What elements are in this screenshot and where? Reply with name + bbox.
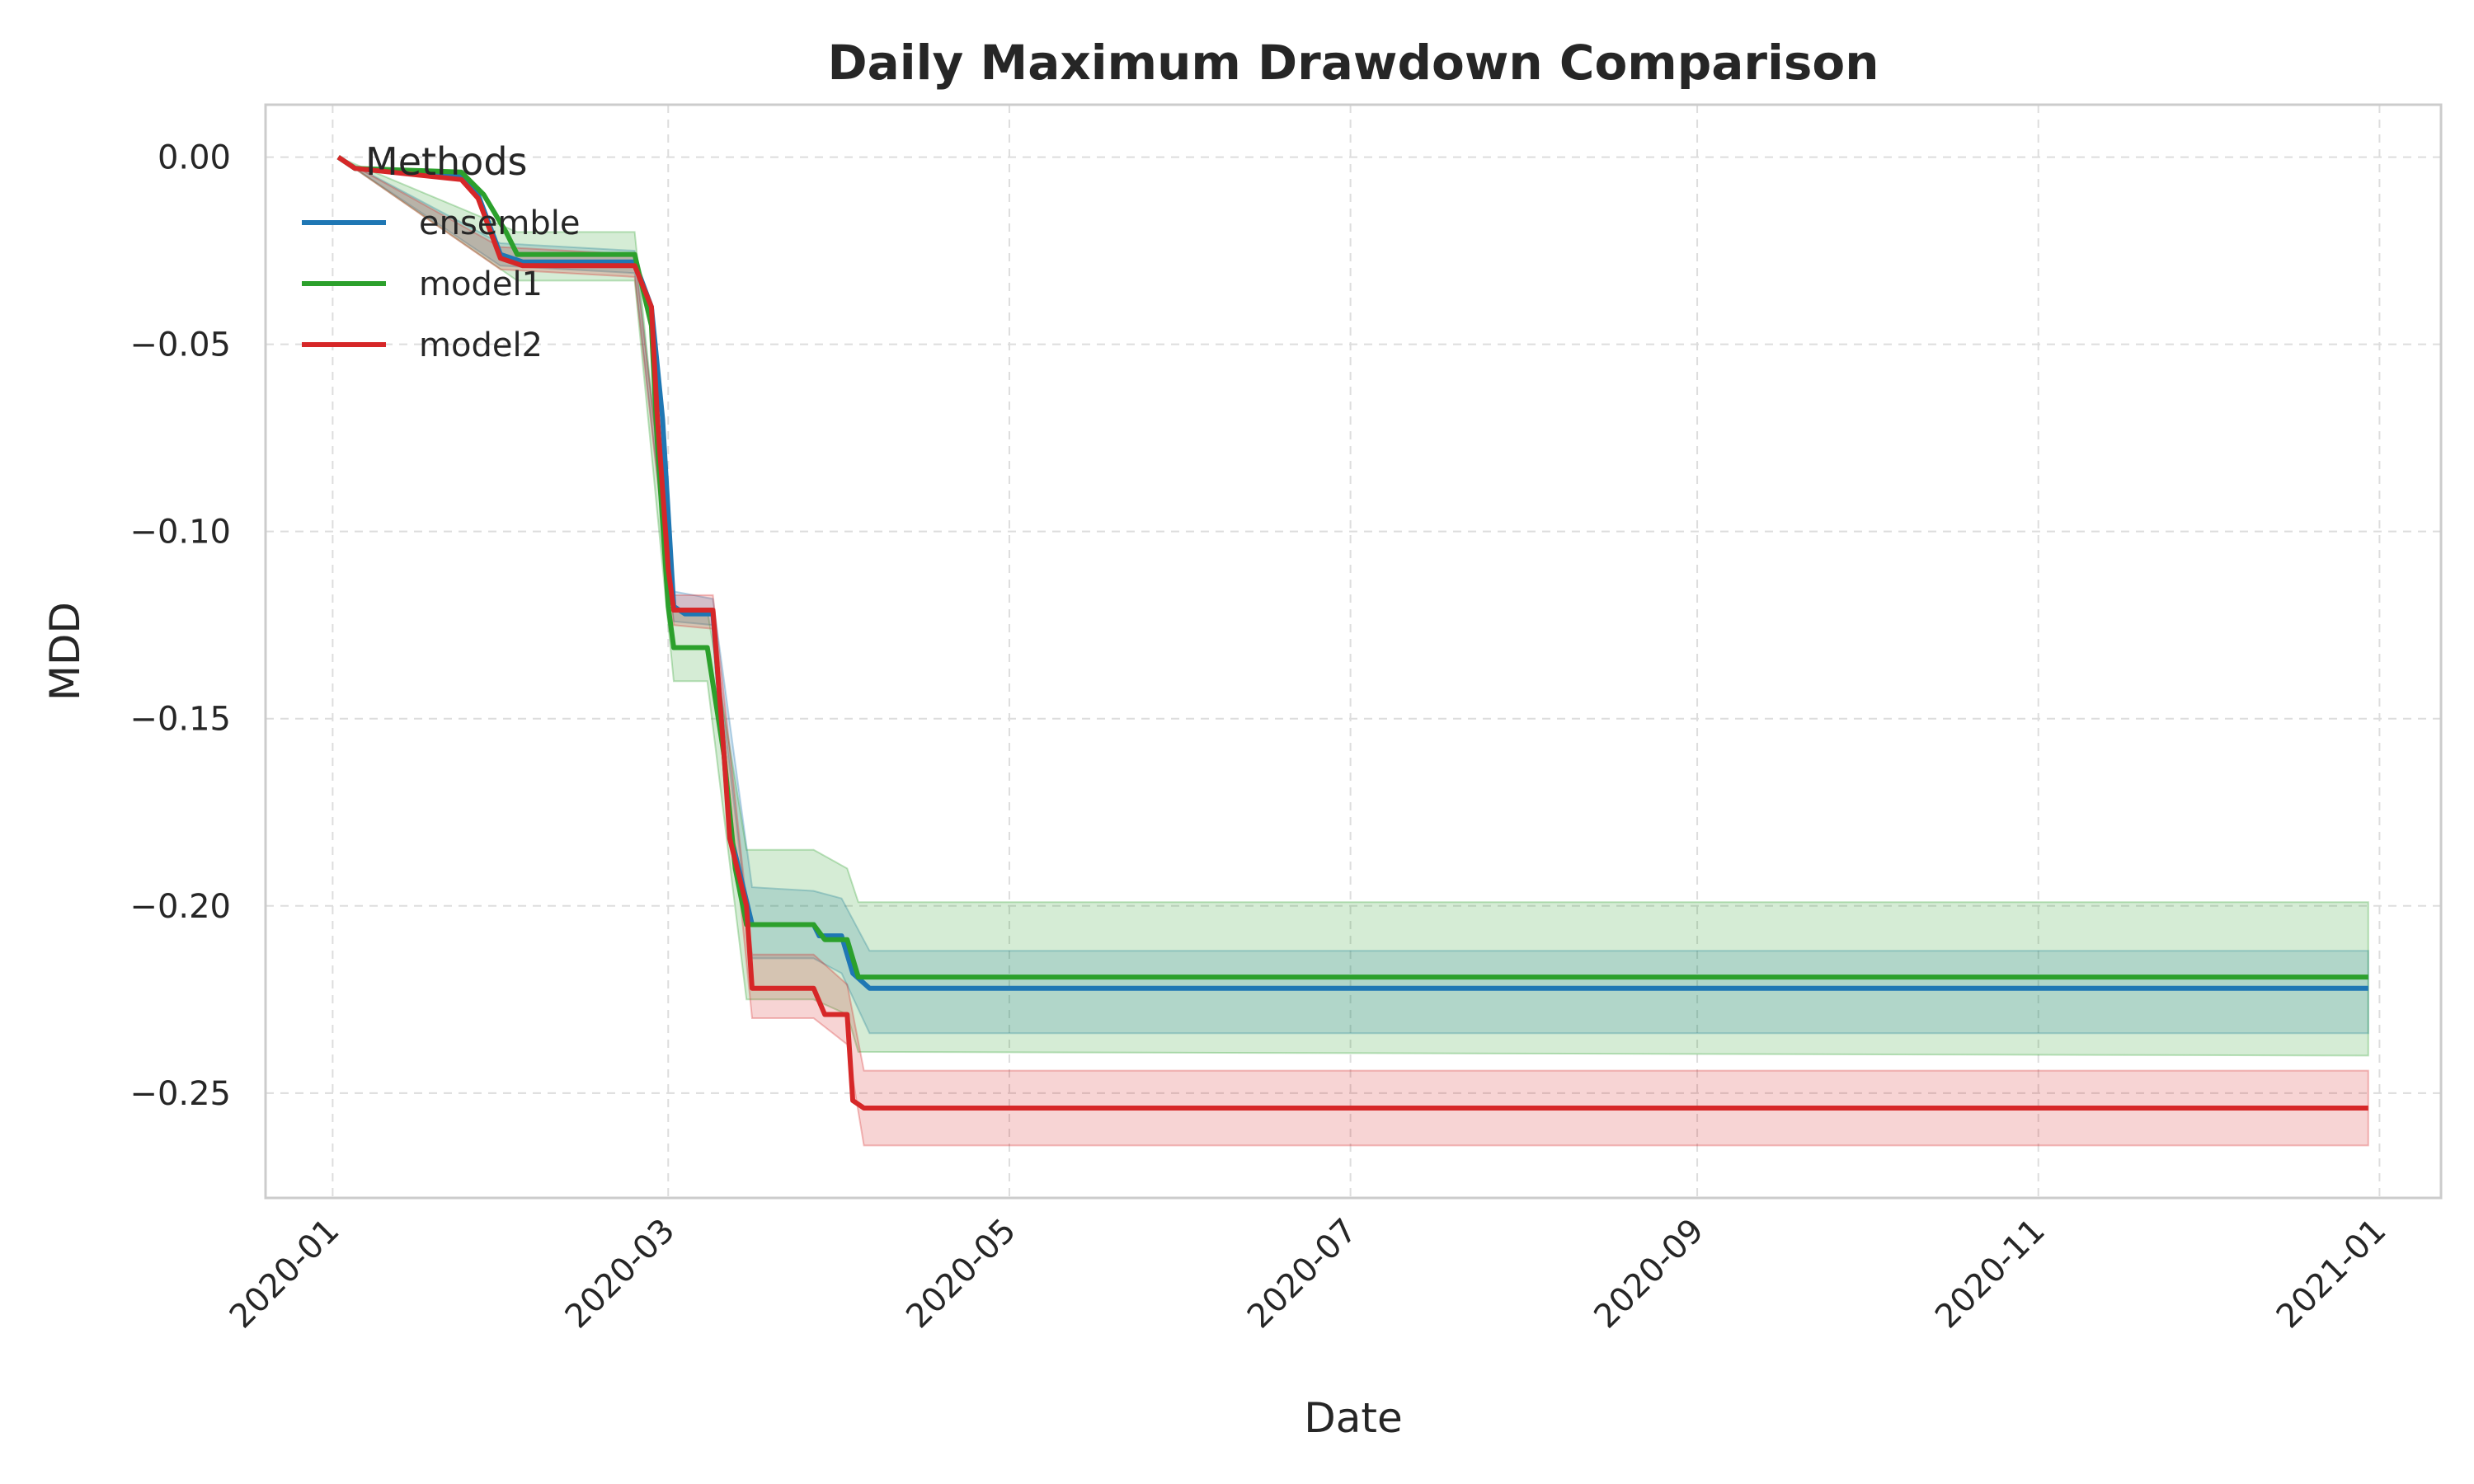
legend-label-ensemble: ensemble [419, 204, 581, 242]
y-tick-label: −0.15 [129, 701, 231, 739]
y-tick-label: 0.00 [158, 139, 231, 177]
legend-title: Methods [365, 139, 528, 184]
chart-title: Daily Maximum Drawdown Comparison [827, 35, 1879, 91]
series-line-model1 [336, 155, 2368, 980]
y-axis-label: MDD [41, 602, 89, 701]
x-axis-label: Date [1304, 1394, 1403, 1442]
y-tick-label: −0.20 [129, 888, 231, 926]
plot-frame [264, 103, 2443, 1200]
y-tick-label: −0.25 [129, 1075, 231, 1113]
series-lines [336, 155, 2368, 1111]
legend-label-model1: model1 [419, 265, 543, 303]
y-tick-label: −0.05 [129, 326, 231, 364]
band-ensemble [337, 156, 2369, 1035]
legend: Methods ensemble model1 model2 [302, 139, 581, 364]
y-axis-ticks: 0.00 −0.05 −0.10 −0.15 −0.20 −0.25 [129, 139, 231, 1113]
y-tick-label: −0.10 [129, 514, 231, 552]
series-line-model2 [336, 155, 2368, 1111]
grid [266, 105, 2441, 1198]
legend-label-model2: model2 [419, 326, 543, 364]
legend-items: ensemble model1 model2 [302, 204, 581, 364]
